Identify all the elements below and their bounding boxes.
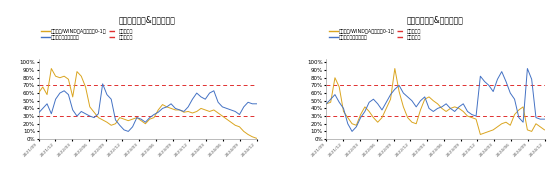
Legend: 医疗器械/WIND全A（映射到0-1）, 市场反应度：医疗器械, 高点参照线, 低点参照线: 医疗器械/WIND全A（映射到0-1）, 市场反应度：医疗器械, 高点参照线, … bbox=[41, 29, 133, 40]
Legend: 国防军工/WIND全A（映射到0-1）, 市场反应度：国防军工, 高点参照线, 低点参照线: 国防军工/WIND全A（映射到0-1）, 市场反应度：国防军工, 高点参照线, … bbox=[329, 29, 421, 40]
Title: 行业超额走势&市场反应度: 行业超额走势&市场反应度 bbox=[407, 15, 464, 24]
Title: 行业超额走势&市场反应度: 行业超额走势&市场反应度 bbox=[119, 15, 176, 24]
